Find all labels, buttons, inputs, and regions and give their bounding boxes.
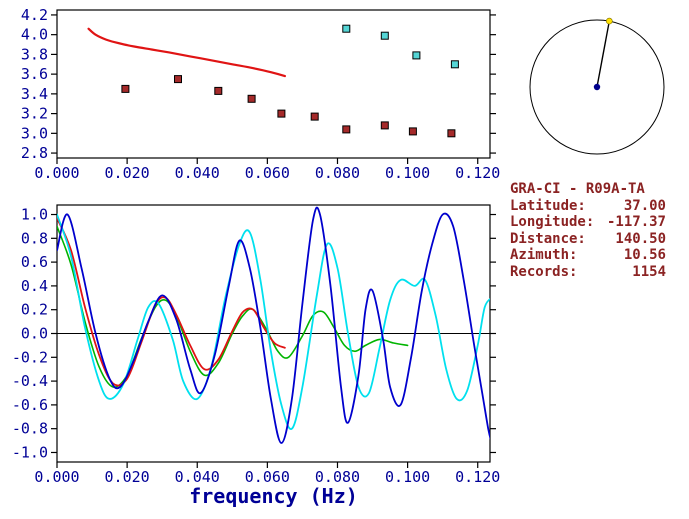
- group-velocity-picks-marker[interactable]: [342, 125, 351, 134]
- x-tick-label: 0.020: [105, 468, 150, 486]
- group-velocity-picks-marker[interactable]: [214, 86, 223, 95]
- reference-dispersion-curve: [87, 27, 286, 78]
- y-tick-label: 3.2: [21, 105, 48, 123]
- secondary-picks-marker[interactable]: [412, 51, 421, 60]
- trace-green: [57, 225, 409, 389]
- group-velocity-picks-marker[interactable]: [380, 121, 389, 130]
- info-panel: GRA-CI - R09A-TA Latitude: 37.00 Longitu…: [510, 181, 666, 280]
- waveform-chart[interactable]: 0.000 0.020 0.040 0.060 0.080 0.100 0.120 1.0 0.…: [12, 204, 500, 486]
- plot-frame: [56, 9, 491, 159]
- dispersion-chart[interactable]: 0.000 0.020 0.040 0.060 0.080 0.100 0.120 2.8 3.…: [21, 6, 500, 182]
- y-tick-label: 1.0: [21, 206, 48, 224]
- x-tick-label: 0.080: [315, 468, 360, 486]
- group-velocity-picks-marker[interactable]: [310, 112, 319, 121]
- azimuth-value: 10.56: [623, 247, 666, 263]
- latitude-value: 37.00: [623, 197, 666, 214]
- group-velocity-picks-marker[interactable]: [247, 94, 256, 103]
- event-dot: [593, 83, 601, 91]
- records-value: 1154: [632, 263, 666, 280]
- trace-blue: [57, 206, 490, 444]
- x-tick-label: 0.000: [34, 468, 79, 486]
- x-tick-label: 0.120: [455, 468, 500, 486]
- y-tick-label: 0.0: [21, 325, 48, 343]
- y-tick-label: -0.4: [12, 372, 48, 390]
- secondary-picks[interactable]: [342, 24, 459, 69]
- station-pair-title: GRA-CI - R09A-TA: [510, 181, 645, 197]
- y-tick-label: -0.2: [12, 348, 48, 366]
- group-velocity-picks-marker[interactable]: [447, 129, 456, 138]
- trace-cyan: [57, 213, 490, 430]
- distance-value: 140.50: [615, 230, 666, 247]
- station-dot: [605, 17, 613, 25]
- y-tick-label: 0.2: [21, 301, 48, 319]
- y-tick-label: -0.8: [12, 420, 48, 438]
- y-tick-label: 4.0: [21, 26, 48, 44]
- y-tick-label: 0.6: [21, 253, 48, 271]
- longitude-label: Longitude:: [510, 214, 595, 230]
- group-velocity-picks-marker[interactable]: [277, 109, 286, 118]
- globe-circle: [529, 19, 665, 155]
- x-tick-label: 0.040: [175, 468, 220, 486]
- y-tick-label: 3.0: [21, 124, 48, 142]
- azimuth-label: Azimuth:: [510, 247, 578, 263]
- x-tick-label: 0.100: [385, 164, 430, 182]
- y-tick-label: 3.6: [21, 65, 48, 83]
- x-tick-label: 0.060: [245, 468, 290, 486]
- group-velocity-picks-marker[interactable]: [408, 127, 417, 136]
- info-row-latitude: Latitude: 37.00: [510, 198, 666, 215]
- distance-label: Distance:: [510, 230, 586, 247]
- x-tick-label: 0.000: [34, 164, 79, 182]
- group-velocity-picks-marker[interactable]: [121, 84, 130, 93]
- secondary-picks-marker[interactable]: [380, 31, 389, 40]
- azimuth-globe: [529, 17, 665, 155]
- latitude-label: Latitude:: [510, 197, 586, 214]
- x-tick-label: 0.060: [245, 164, 290, 182]
- info-row-distance: Distance: 140.50: [510, 231, 666, 248]
- longitude-value: -117.37: [606, 214, 666, 230]
- group-velocity-picks[interactable]: [121, 75, 456, 138]
- y-tick-label: 3.8: [21, 45, 48, 63]
- group-velocity-picks-marker[interactable]: [174, 75, 182, 84]
- x-tick-label: 0.120: [455, 164, 500, 182]
- y-tick-label: 0.4: [21, 277, 48, 295]
- y-tick-label: 4.2: [21, 6, 48, 24]
- x-tick-label: 0.080: [315, 164, 360, 182]
- trace-red: [57, 217, 286, 387]
- y-tick-label: -1.0: [12, 443, 48, 461]
- secondary-picks-marker[interactable]: [450, 60, 459, 69]
- y-tick-label: 3.4: [21, 85, 48, 103]
- x-axis-title: frequency (Hz): [189, 484, 358, 508]
- secondary-picks-marker[interactable]: [342, 24, 351, 33]
- info-row-records: Records: 1154: [510, 264, 666, 281]
- y-tick-label: -0.6: [12, 396, 48, 414]
- info-row-azimuth: Azimuth: 10.56: [510, 247, 666, 264]
- x-tick-label: 0.040: [175, 164, 220, 182]
- info-row-longitude: Longitude: -117.37: [510, 214, 666, 231]
- y-tick-label: 2.8: [21, 144, 48, 162]
- x-tick-label: 0.020: [105, 164, 150, 182]
- records-label: Records:: [510, 263, 578, 280]
- y-tick-label: 0.8: [21, 229, 48, 247]
- x-tick-label: 0.100: [385, 468, 430, 486]
- great-circle-path-line: [596, 20, 610, 88]
